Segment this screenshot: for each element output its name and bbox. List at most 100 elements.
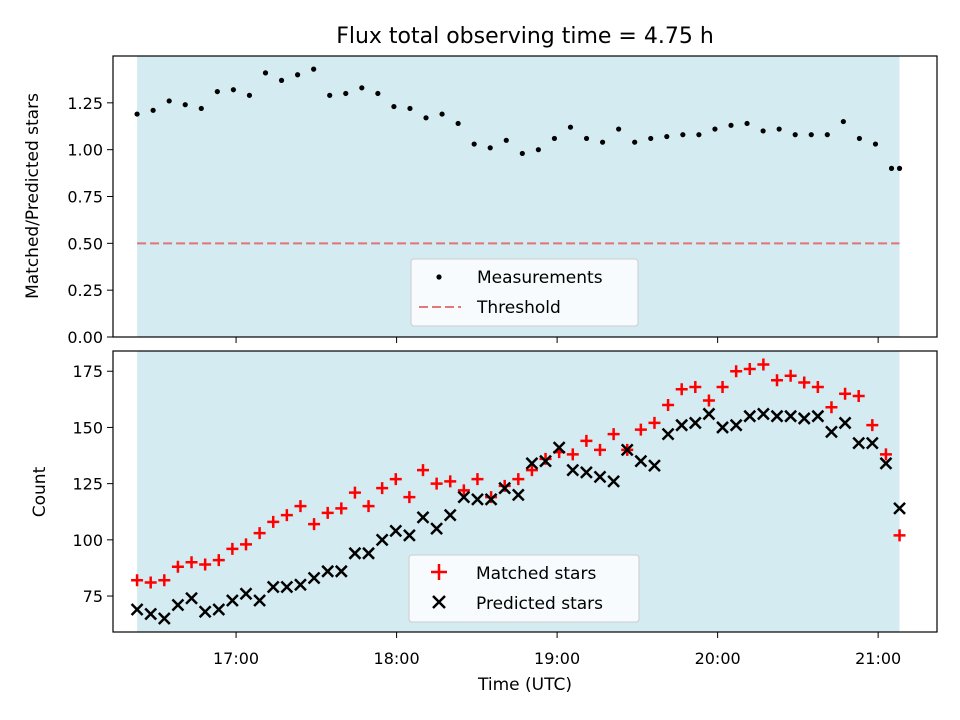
- measurement-point: [680, 132, 686, 138]
- matched-star-point: [389, 473, 402, 486]
- measurement-point: [246, 92, 253, 98]
- matched-star-point: [852, 389, 865, 402]
- top-y-tick-label: 0.75: [67, 188, 103, 207]
- predicted-star-point: [607, 475, 621, 488]
- measurement-point: [896, 165, 903, 171]
- predicted-star-point: [226, 594, 239, 607]
- matched-star-point: [743, 362, 756, 375]
- predicted-star-point: [825, 425, 838, 439]
- predicted-star-point: [389, 524, 403, 538]
- measurement-point: [696, 132, 702, 138]
- matched-star-point: [702, 394, 715, 407]
- top-y-tick-label: 1.00: [67, 141, 103, 160]
- matched-star-point: [716, 380, 729, 393]
- bottom-x-axis: 17:00 18:00 19:00 20:00 21:00: [213, 632, 901, 668]
- matched-star-point: [199, 558, 212, 571]
- matched-star-point: [348, 486, 361, 499]
- predicted-star-point: [416, 510, 430, 524]
- bottom-y-tick-label: 100: [72, 531, 103, 550]
- predicted-star-point: [702, 407, 716, 421]
- measurement-point: [343, 90, 349, 97]
- predicted-star-point: [430, 522, 444, 535]
- matched-star-point: [525, 464, 538, 477]
- measurement-point: [872, 141, 879, 147]
- chart-title: Flux total observing time = 4.75 h: [336, 24, 714, 49]
- predicted-star-point: [593, 470, 607, 484]
- predicted-star-point: [375, 533, 389, 547]
- measurement-point: [840, 118, 846, 125]
- measurement-point: [792, 132, 798, 138]
- predicted-star-point: [729, 418, 743, 432]
- bottom-y-axis: 75 100 125 150 175: [72, 362, 113, 606]
- bottom-x-tick-label: 17:00: [213, 649, 259, 668]
- bottom-y-tick-label: 175: [72, 362, 103, 381]
- measurement-point: [230, 87, 236, 93]
- predicted-star-point: [539, 454, 552, 468]
- measurement-point: [214, 88, 220, 95]
- measurement-point: [824, 132, 830, 138]
- matched-star-point: [771, 374, 784, 387]
- matched-star-point: [267, 515, 280, 528]
- matched-star-point: [403, 491, 416, 504]
- matched-star-point: [158, 574, 171, 587]
- predicted-star-point: [838, 416, 852, 430]
- matched-star-point: [675, 383, 688, 396]
- predicted-star-point: [661, 427, 675, 441]
- matched-star-point: [784, 369, 797, 382]
- predicted-star-point: [471, 492, 484, 506]
- measurement-point: [423, 115, 429, 121]
- measurement-point: [519, 150, 525, 157]
- predicted-star-point: [784, 409, 798, 423]
- measurement-point: [439, 111, 445, 117]
- measurement-point: [712, 126, 718, 132]
- predicted-star-point: [171, 598, 185, 612]
- predicted-star-point: [757, 407, 770, 421]
- bottom-y-tick-label: 125: [72, 475, 103, 494]
- predicted-star-point: [893, 501, 906, 515]
- matched-star-point: [757, 358, 770, 371]
- measurement-point: [888, 165, 895, 171]
- measurement-point: [455, 120, 461, 127]
- measurement-point: [182, 102, 188, 108]
- matched-star-point: [866, 419, 879, 432]
- matched-star-point: [457, 484, 470, 497]
- predicted-star-point: [307, 571, 321, 585]
- matched-star-point: [362, 500, 375, 513]
- matched-star-point: [171, 560, 184, 573]
- predicted-star-point: [552, 441, 566, 455]
- matched-star-point: [280, 509, 293, 522]
- predicted-star-point: [334, 564, 348, 578]
- predicted-star-point: [185, 591, 198, 605]
- bottom-x-tick-label: 19:00: [534, 649, 580, 668]
- measurement-point: [776, 126, 782, 132]
- predicted-star-point: [675, 418, 689, 432]
- measurement-point: [391, 103, 397, 110]
- bottom-x-tick-label: 18:00: [374, 649, 420, 668]
- top-legend-box: [410, 258, 639, 327]
- predicted-star-point: [443, 508, 457, 522]
- bottom-y-axis-label: Count: [30, 466, 50, 517]
- measurement-point: [150, 107, 156, 113]
- matched-star-point: [444, 475, 457, 488]
- measurement-point: [166, 98, 172, 104]
- measurement-point: [808, 132, 814, 138]
- top-x-ticks: [235, 337, 879, 343]
- predicted-star-point: [566, 463, 580, 477]
- predicted-star-point: [511, 488, 525, 502]
- matched-star-point: [689, 380, 702, 393]
- top-y-tick-label: 0.00: [67, 328, 103, 347]
- matched-star-point: [580, 434, 593, 447]
- top-panel: 0.00 0.25 0.50 0.75 1.00 1.25 Matched/Predict…: [23, 55, 938, 347]
- predicted-star-point: [253, 594, 267, 607]
- matched-star-point: [839, 387, 852, 400]
- top-y-axis-label: Matched/Predicted stars: [23, 93, 43, 299]
- matched-star-point: [730, 365, 743, 378]
- predicted-star-point: [716, 421, 729, 434]
- matched-star-point: [131, 574, 144, 587]
- matched-star-point: [512, 473, 525, 486]
- bottom-x-tick-label: 21:00: [855, 649, 901, 668]
- matched-star-point: [240, 538, 253, 551]
- measurement-point: [471, 141, 477, 147]
- matched-star-point: [893, 529, 906, 542]
- predicted-star-point: [743, 409, 757, 423]
